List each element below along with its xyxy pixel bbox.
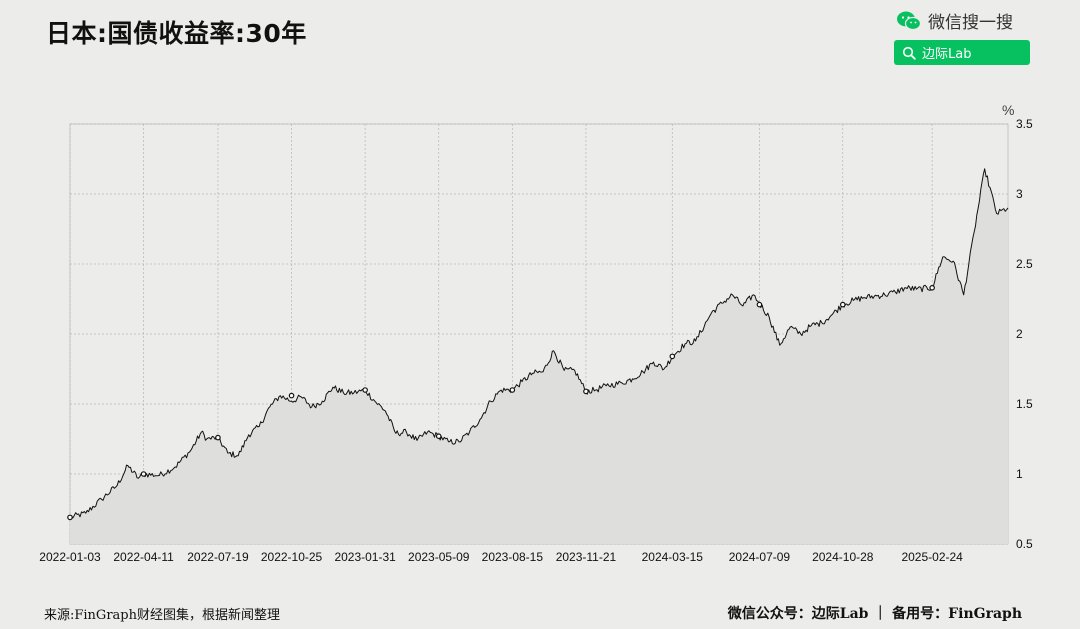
y-axis-unit: % [1002, 102, 1014, 118]
x-tick-label: 2025-02-24 [901, 550, 963, 564]
x-tick-label: 2024-07-09 [729, 550, 791, 564]
wechat-search-brand: 微信搜一搜 [896, 8, 1013, 33]
series-marker [669, 353, 676, 360]
y-tick-label: 1 [1016, 467, 1023, 481]
y-axis-ticks: 0.5 1 1.5 2 2.5 3 3.5 [1016, 117, 1033, 551]
series-marker [583, 388, 589, 395]
y-tick-label: 2 [1016, 327, 1023, 341]
x-tick-label: 2022-01-03 [39, 550, 101, 564]
series-marker [509, 387, 516, 393]
chart-area-fill [70, 168, 1008, 545]
series-area [70, 168, 1008, 545]
x-tick-label: 2023-01-31 [334, 550, 396, 564]
wechat-icon [897, 11, 922, 30]
x-tick-label: 2022-07-19 [187, 550, 249, 564]
chart-title: 日本:国债收益率:30年 [46, 19, 307, 48]
account-note: 微信公众号：边际Lab ｜ 备用号：FinGraph [727, 606, 1022, 622]
source-note: 来源:FinGraph财经图集，根据新闻整理 [44, 608, 280, 623]
series-marker [839, 301, 846, 308]
series-marker [362, 387, 368, 393]
series-marker [435, 433, 442, 440]
x-tick-label: 2023-08-15 [482, 550, 544, 564]
x-tick-label: 2024-03-15 [642, 550, 704, 564]
x-tick-label: 2023-11-21 [556, 550, 617, 564]
series-marker [67, 514, 73, 521]
chart-series-line [69, 168, 1009, 519]
y-tick-label: 3.5 [1016, 117, 1033, 131]
wechat-search-text: 微信搜一搜 [928, 13, 1013, 33]
y-tick-label: 0.5 [1016, 537, 1033, 551]
series-marker [929, 284, 935, 291]
x-axis-ticks: 2022-01-03 2022-04-11 2022-07-19 2022-10-25… [39, 550, 963, 564]
search-button-label: 边际Lab [922, 47, 972, 62]
x-tick-label: 2022-04-11 [113, 550, 174, 564]
series-line [69, 168, 1009, 519]
series-marker [140, 471, 147, 477]
search-button[interactable]: 边际Lab [894, 40, 1030, 65]
series-marker [756, 301, 763, 308]
series-marker [215, 434, 221, 441]
y-tick-label: 3 [1016, 187, 1023, 201]
y-tick-label: 1.5 [1016, 397, 1033, 411]
y-tick-label: 2.5 [1016, 257, 1033, 271]
x-tick-label: 2024-10-28 [812, 550, 874, 564]
x-tick-label: 2022-10-25 [261, 550, 323, 564]
search-icon [902, 46, 916, 60]
series-marker [288, 392, 295, 399]
chart-markers [67, 284, 935, 521]
x-tick-label: 2023-05-09 [408, 550, 470, 564]
